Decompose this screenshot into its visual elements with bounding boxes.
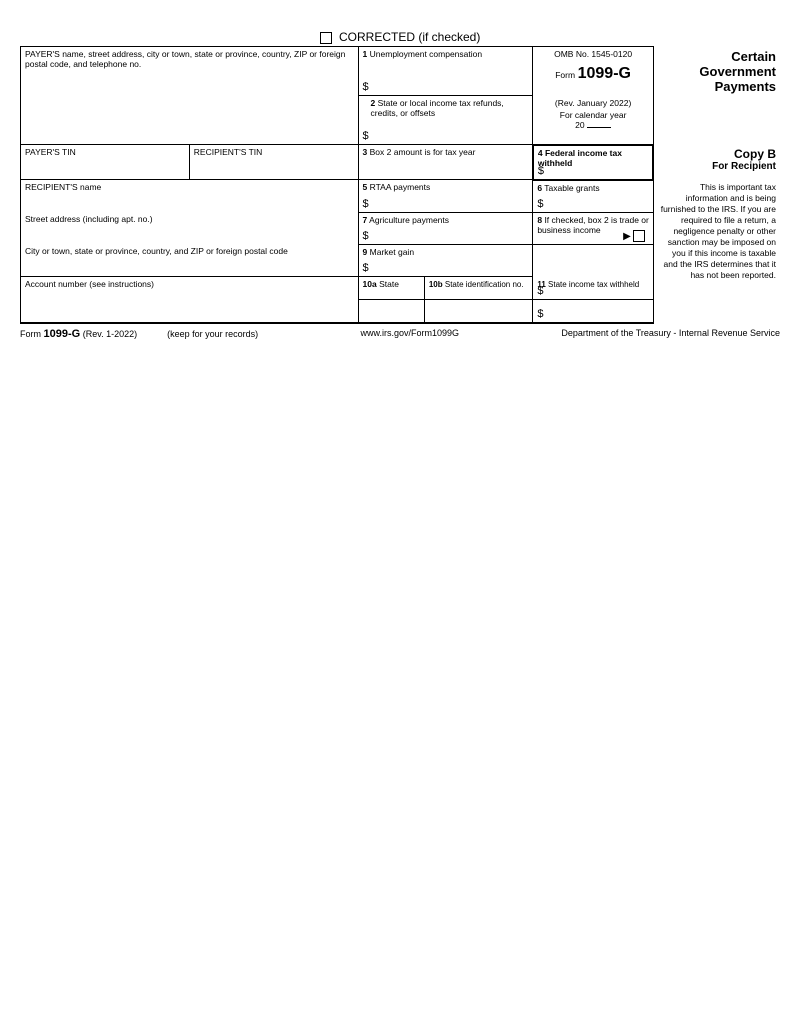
footer: Form 1099-G (Rev. 1-2022) (keep for your… [20,324,780,340]
footer-dept: Department of the Treasury - Internal Re… [561,328,780,340]
box-10a-2[interactable] [358,300,424,324]
title-block: Certain Government Payments [653,47,780,145]
street-address[interactable]: Street address (including apt. no.) [21,212,359,244]
account-number[interactable]: Account number (see instructions) [21,277,359,324]
omb-cell: OMB No. 1545-0120 Form 1099-G [533,47,654,96]
payer-tin[interactable]: PAYER'S TIN [21,145,190,180]
box8-checkbox[interactable] [633,230,645,242]
box-5[interactable]: 5 RTAA payments $ [358,180,533,213]
empty-cell [533,244,654,277]
box-1[interactable]: 1 Unemployment compensation $ [358,47,533,96]
payer-block[interactable]: PAYER'S name, street address, city or to… [21,47,359,145]
notice-cell: This is important tax information and is… [653,180,780,324]
recipient-tin[interactable]: RECIPIENT'S TIN [189,145,358,180]
footer-url: www.irs.gov/Form1099G [361,328,460,340]
box-10b[interactable]: 10b State identification no. [424,277,533,300]
corrected-row: CORRECTED (if checked) [20,30,780,44]
box-8[interactable]: 8 If checked, box 2 is trade or business… [533,212,654,244]
corrected-label: CORRECTED (if checked) [339,30,480,44]
box-10a[interactable]: 10a State [358,277,424,300]
box-4[interactable]: 4 Federal income tax withheld $ [533,145,654,180]
box-7[interactable]: 7 Agriculture payments $ [358,212,533,244]
box-6[interactable]: 6 Taxable grants $ [533,180,654,213]
box-2[interactable]: 2 State or local income tax refunds, cre… [358,96,533,145]
copy-b-cell: Copy B For Recipient [653,145,780,180]
box-9[interactable]: 9 Market gain $ [358,244,533,277]
box-3[interactable]: 3 Box 2 amount is for tax year [358,145,533,180]
city-line[interactable]: City or town, state or province, country… [21,244,359,277]
box-10b-2[interactable] [424,300,533,324]
recipient-name[interactable]: RECIPIENT'S name [21,180,359,213]
corrected-checkbox[interactable] [320,32,332,44]
box-11-2[interactable]: $ [533,300,654,324]
arrow-icon: ▶ [623,231,631,242]
box-11[interactable]: 11 State income tax withheld $ [533,277,654,300]
rev-cell: (Rev. January 2022) For calendar year 20 [533,96,654,145]
form-table: PAYER'S name, street address, city or to… [20,46,780,324]
